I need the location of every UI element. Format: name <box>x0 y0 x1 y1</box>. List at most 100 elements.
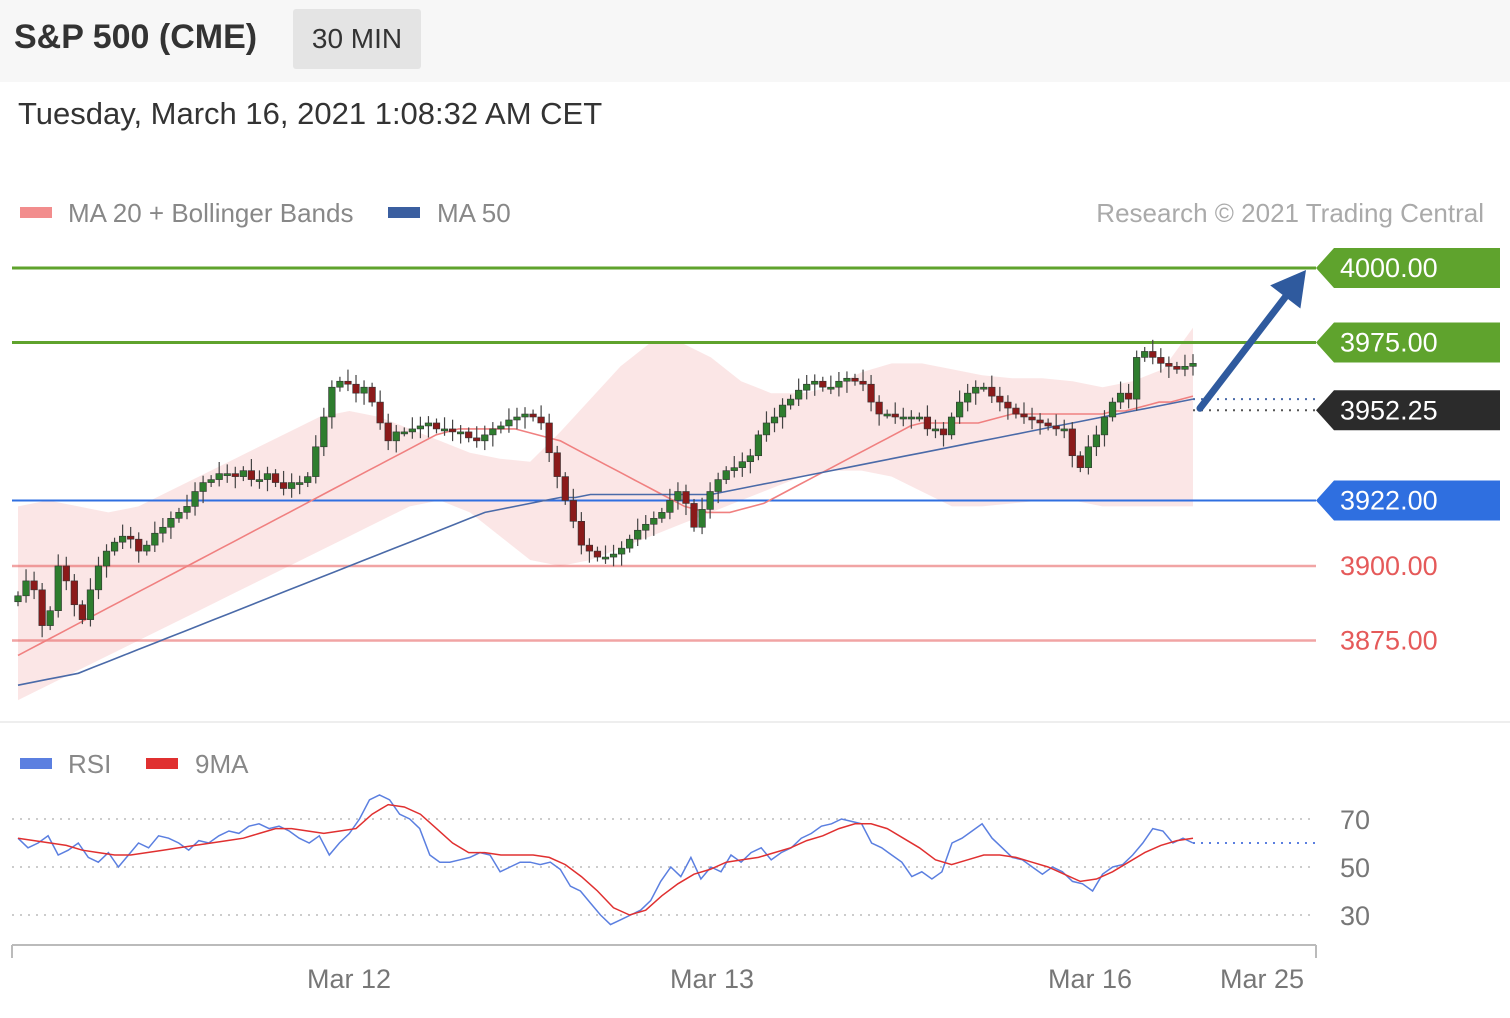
legend-label-rsi: RSI <box>68 749 111 779</box>
candle-body <box>964 392 972 403</box>
candle-body <box>972 386 980 394</box>
candle-body <box>400 431 408 435</box>
candle-body <box>939 428 948 436</box>
x-axis: Mar 12 Mar 13 Mar 16 Mar 25 <box>11 944 1317 994</box>
candle-body <box>183 506 191 513</box>
candle-body <box>86 589 95 620</box>
candle-body <box>1076 455 1084 468</box>
candle-body <box>312 446 320 477</box>
candle-body <box>650 518 658 525</box>
level-label: 3875.00 <box>1340 626 1438 656</box>
candle-body <box>54 565 62 612</box>
candle-body <box>827 386 835 390</box>
candle-body <box>1012 407 1020 415</box>
candle-body <box>392 431 400 442</box>
candle-body <box>296 482 304 485</box>
candle-body <box>577 520 585 546</box>
candle-body <box>384 422 392 442</box>
candle-body <box>593 550 602 558</box>
candle-body <box>424 422 433 427</box>
candle-body <box>46 610 54 626</box>
candle-body <box>803 383 811 391</box>
level-label: 3952.25 <box>1340 395 1438 425</box>
candle-body <box>754 434 763 457</box>
candle-body <box>537 416 545 424</box>
candle-body <box>561 476 569 501</box>
candle-body <box>915 416 923 420</box>
candle-body <box>722 470 730 480</box>
candle-body <box>320 416 328 448</box>
price-levels <box>12 266 1316 642</box>
candle-body <box>956 401 964 418</box>
candle-body <box>1100 416 1109 436</box>
candle-body <box>843 377 851 382</box>
candle-body <box>336 380 344 388</box>
candle-body <box>14 595 22 603</box>
candle-body <box>368 386 376 403</box>
candle-body <box>263 473 272 480</box>
candle-body <box>481 434 489 442</box>
candlesticks <box>14 339 1197 638</box>
candle-body <box>1189 363 1197 367</box>
candle-body <box>328 386 336 418</box>
candle-body <box>682 491 690 504</box>
candle-body <box>642 523 650 531</box>
forecast-arrow <box>1196 270 1306 412</box>
candle-body <box>199 482 207 492</box>
candle-body <box>1044 422 1052 427</box>
candle-body <box>1028 416 1036 421</box>
level-label: 4000.00 <box>1340 253 1438 283</box>
candle-body <box>626 538 634 549</box>
level-tag <box>1316 390 1500 431</box>
level-label: 3922.00 <box>1340 485 1438 515</box>
candle-body <box>553 452 561 477</box>
candle-body <box>38 589 46 626</box>
candle-body <box>304 476 312 483</box>
interval-button[interactable]: 30 MIN <box>293 9 421 69</box>
candle-body <box>658 512 666 519</box>
candle-body <box>1060 428 1068 432</box>
candle-body <box>255 479 264 482</box>
candle-body <box>1108 401 1117 418</box>
legend-label-9ma: 9MA <box>195 749 249 779</box>
candle-body <box>706 491 714 510</box>
candle-body <box>1133 357 1141 400</box>
candle-body <box>601 556 610 560</box>
candle-body <box>1092 434 1101 448</box>
candle-body <box>1068 428 1076 457</box>
candle-body <box>191 491 199 507</box>
x-tick-label: Mar 13 <box>670 964 754 994</box>
ma20-line <box>17 395 1194 657</box>
candle-body <box>875 401 883 415</box>
candle-body <box>159 526 167 534</box>
rsi-tick-label: 30 <box>1340 901 1370 931</box>
candle-body <box>489 428 497 436</box>
candle-body <box>883 413 891 417</box>
candle-body <box>674 491 682 501</box>
candle-body <box>545 422 553 454</box>
candle-body <box>78 604 86 620</box>
candle-body <box>746 455 754 462</box>
rsi-panel: 70 50 30 <box>12 794 1370 931</box>
candle-body <box>714 479 722 492</box>
candle-body <box>432 422 441 430</box>
legend-swatch-ma50 <box>388 207 420 218</box>
candle-body <box>279 482 288 489</box>
bollinger-bands <box>18 327 1193 701</box>
candle-body <box>778 404 787 418</box>
candle-body <box>416 425 424 430</box>
header-bar <box>0 0 1510 82</box>
candle-body <box>247 470 255 480</box>
moving-averages <box>17 395 1316 686</box>
candle-body <box>891 413 899 418</box>
candle-body <box>271 473 280 483</box>
x-tick-label: Mar 25 <box>1220 964 1304 994</box>
candle-body <box>923 416 932 430</box>
level-tag <box>1316 322 1500 363</box>
candle-body <box>457 431 465 435</box>
candle-body <box>859 380 867 385</box>
candle-body <box>899 416 907 420</box>
candle-body <box>569 500 577 522</box>
forecast-arrow-shaft <box>1196 293 1289 412</box>
rsi-line <box>17 794 1194 926</box>
